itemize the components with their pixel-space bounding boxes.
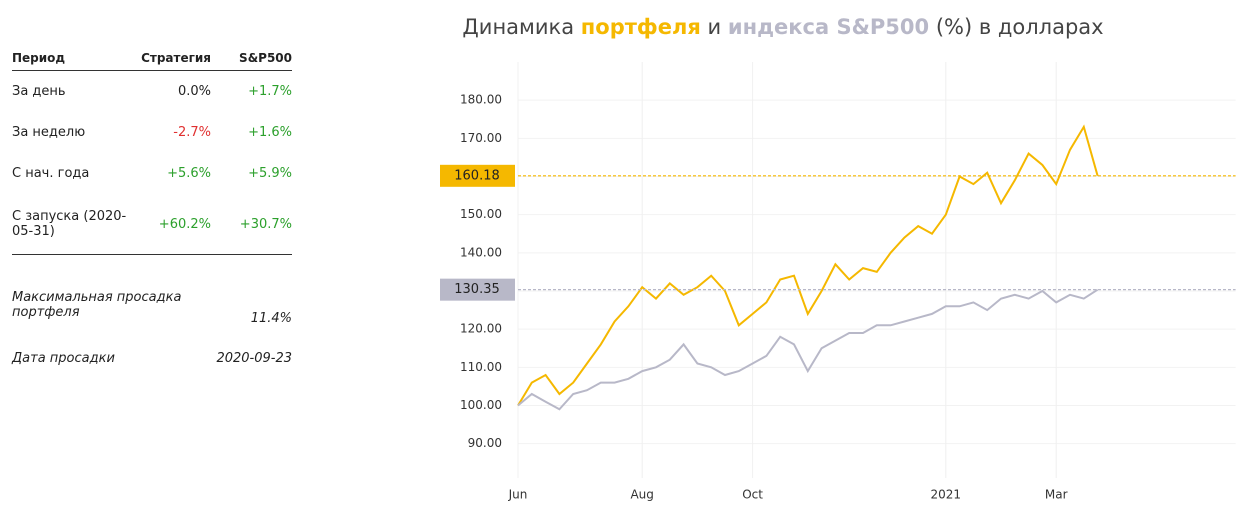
- last-value-label: 130.35: [454, 282, 500, 297]
- drawdown-label: Максимальная просадка портфеля: [12, 290, 182, 320]
- stats-table: Период Стратегия S&P500 За день 0.0% +1.7% За …: [12, 46, 292, 255]
- table-cell: +60.2%: [158, 216, 211, 232]
- title-part: индекса S&P500: [728, 15, 929, 39]
- x-tick-label: Mar: [1045, 488, 1068, 502]
- table-cell: За день: [12, 84, 66, 99]
- drawdown-value: 11.4%: [250, 311, 292, 326]
- title-part: портфеля: [581, 15, 701, 39]
- last-value-label: 160.18: [454, 168, 500, 183]
- drawdown-date: Дата просадки 2020-09-23: [12, 351, 292, 366]
- table-cell: +5.9%: [248, 166, 292, 181]
- y-tick-label: 110.00: [460, 360, 502, 374]
- last-value-box: [440, 278, 515, 301]
- y-tick-label: 150.00: [460, 207, 502, 221]
- header-cell: S&P500: [239, 51, 292, 65]
- table-cell: +30.7%: [239, 216, 292, 232]
- y-tick-label: 180.00: [460, 93, 502, 107]
- title-part: Динамика: [462, 15, 580, 39]
- drawdown: Максимальная просадка портфеля 11.4%: [12, 290, 292, 326]
- title-part: (%) в долларах: [929, 15, 1103, 39]
- table-cell: С запуска (2020-05-31): [12, 209, 127, 239]
- y-tick-label: 170.00: [460, 131, 502, 145]
- table-cell: -2.7%: [173, 125, 211, 140]
- series-line: [517, 124, 1099, 407]
- table-cell: +1.7%: [248, 84, 292, 99]
- drawdown-date-value: 2020-09-23: [216, 351, 292, 366]
- y-tick-label: 140.00: [460, 245, 502, 259]
- table-cell: За неделю: [12, 125, 86, 140]
- table-header: Период Стратегия S&P500: [12, 46, 292, 71]
- table-cell: С нач. года: [12, 166, 90, 181]
- drawdown-date-label: Дата просадки: [12, 351, 115, 366]
- y-tick-label: 90.00: [468, 436, 502, 450]
- table-row: С запуска (2020-05-31) +60.2% +30.7%: [12, 194, 292, 255]
- x-tick-label: Aug: [630, 488, 653, 502]
- header-cell: Период: [12, 51, 66, 65]
- table-row: За день 0.0% +1.7%: [12, 71, 292, 112]
- last-value-box: [440, 164, 515, 187]
- chart-title: Динамика портфеля и индекса S&P500 (%) в…: [462, 15, 1103, 39]
- table-cell: 0.0%: [177, 84, 211, 99]
- header-cell: Стратегия: [141, 51, 211, 65]
- table-row: С нач. года +5.6% +5.9%: [12, 153, 292, 194]
- x-tick-label: Jun: [508, 488, 528, 502]
- table-cell: +5.6%: [167, 166, 211, 181]
- x-tick-label: Oct: [742, 488, 763, 502]
- x-tick-label: 2021: [931, 488, 962, 502]
- y-tick-label: 100.00: [460, 398, 502, 412]
- series-line: [517, 288, 1099, 411]
- y-tick-label: 120.00: [460, 322, 502, 336]
- title-part: и: [701, 15, 728, 39]
- table-cell: +1.6%: [248, 125, 292, 140]
- table-row: За неделю -2.7% +1.6%: [12, 112, 292, 153]
